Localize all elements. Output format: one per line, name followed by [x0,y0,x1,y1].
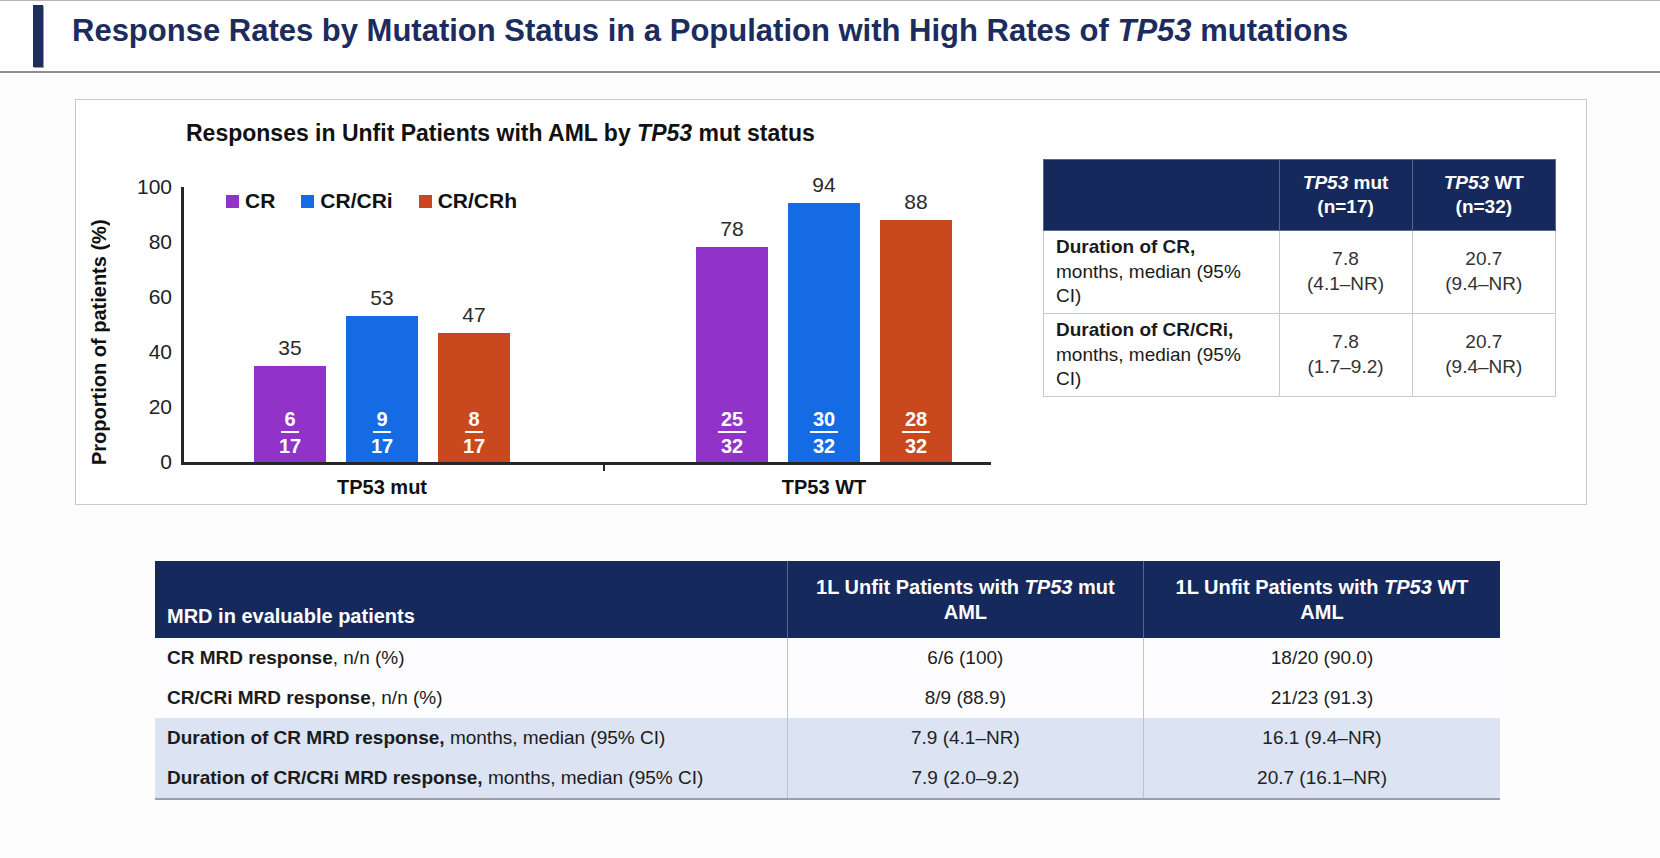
table-row: Duration of CR/CRi MRD response, months,… [155,758,1500,799]
duration-cr-label: Duration of CR,months, median (95% CI) [1044,231,1280,314]
legend-swatch [226,195,239,208]
table-row: Duration of CR/CRi,months, median (95% C… [1044,314,1556,397]
bar-value-label: 35 [254,336,326,360]
bar-value-label: 47 [438,303,510,327]
slide-header: Response Rates by Mutation Status in a P… [0,1,1660,73]
mrd-duration-cr-mut-value: 7.9 (4.1–NR) [787,718,1143,758]
bar-fraction-label: 817 [438,408,510,457]
duration-table-header-row: TP53 mut(n=17) TP53 WT(n=32) [1044,160,1556,231]
legend-label: CR/CRi [320,189,392,213]
duration-table: TP53 mut(n=17) TP53 WT(n=32) Duration of… [1043,159,1556,397]
bar-value-label: 53 [346,286,418,310]
x-category-label: TP53 mut [337,476,427,499]
bar-TP53 mut-CR/CRi: 53917 [346,316,418,462]
legend-swatch [419,195,432,208]
bar-TP53 mut-CR: 35617 [254,366,326,462]
bar-TP53 mut-CR/CRh: 47817 [438,333,510,462]
legend-item-CR/CRh: CR/CRh [419,189,517,213]
bar-chart: CRCR/CRiCR/CRh 020406080100 356177825325… [181,187,991,465]
y-axis-label: Proportion of patients (%) [88,187,111,465]
bar-TP53 WT-CR/CRi: 943032 [788,203,860,462]
y-tick-label: 100 [122,176,172,197]
mrd-header-tp53-mut: 1L Unfit Patients with TP53 mutAML [787,561,1143,638]
mrd-duration-cr-wt-value: 16.1 (9.4–NR) [1144,718,1500,758]
page-title-text: Response Rates by Mutation Status in a P… [72,13,1117,48]
duration-cr-wt-value: 20.7(9.4–NR) [1412,231,1555,314]
chart-title: Responses in Unfit Patients with AML by … [186,120,815,147]
page-title-gene: TP53 [1117,13,1191,48]
legend-swatch [301,195,314,208]
legend-label: CR [245,189,275,213]
bar-value-label: 88 [880,190,952,214]
bar-TP53 WT-CR/CRh: 882832 [880,220,952,462]
mrd-duration-crcri-label: Duration of CR/CRi MRD response, months,… [155,758,787,799]
bar-fraction-label: 2832 [880,408,952,457]
mrd-header-label: MRD in evaluable patients [155,561,787,638]
mrd-header-tp53-wt: 1L Unfit Patients with TP53 WTAML [1144,561,1500,638]
table-row: Duration of CR MRD response, months, med… [155,718,1500,758]
bar-fraction-label: 2532 [696,408,768,457]
duration-crcri-label: Duration of CR/CRi,months, median (95% C… [1044,314,1280,397]
x-axis-tick [603,462,605,471]
bar-fraction-label: 617 [254,408,326,457]
x-category-label: TP53 WT [782,476,866,499]
bar-fraction-label: 3032 [788,408,860,457]
chart-legend: CR CR/CRi CR/CRh [226,189,517,213]
mrd-duration-crcri-wt-value: 20.7 (16.1–NR) [1144,758,1500,799]
legend-item-CR: CR [226,189,275,213]
legend-label: CR/CRh [438,189,517,213]
bar-fraction-label: 917 [346,408,418,457]
mrd-cr-mut-value: 6/6 (100) [787,638,1143,678]
mrd-table: MRD in evaluable patients 1L Unfit Patie… [155,561,1500,800]
page-title: Response Rates by Mutation Status in a P… [72,13,1348,49]
mrd-crcri-label: CR/CRi MRD response, n/n (%) [155,678,787,718]
y-tick-label: 20 [122,396,172,417]
page-title-text-end: mutations [1192,13,1349,48]
duration-header-tp53-mut: TP53 mut(n=17) [1279,160,1412,231]
duration-header-tp53-wt: TP53 WT(n=32) [1412,160,1555,231]
bar-TP53 WT-CR: 782532 [696,247,768,462]
mrd-duration-crcri-mut-value: 7.9 (2.0–9.2) [787,758,1143,799]
duration-crcri-mut-value: 7.8(1.7–9.2) [1279,314,1412,397]
mrd-cr-label: CR MRD response, n/n (%) [155,638,787,678]
y-tick-label: 0 [122,451,172,472]
table-row: Duration of CR,months, median (95% CI) 7… [1044,231,1556,314]
table-row: CR/CRi MRD response, n/n (%) 8/9 (88.9) … [155,678,1500,718]
mrd-crcri-wt-value: 21/23 (91.3) [1144,678,1500,718]
mrd-crcri-mut-value: 8/9 (88.9) [787,678,1143,718]
mrd-table-header-row: MRD in evaluable patients 1L Unfit Patie… [155,561,1500,638]
legend-item-CR/CRi: CR/CRi [301,189,392,213]
chart-panel: Responses in Unfit Patients with AML by … [75,99,1587,505]
mrd-duration-cr-label: Duration of CR MRD response, months, med… [155,718,787,758]
title-accent-bar [33,5,43,67]
duration-header-empty [1044,160,1280,231]
y-tick-label: 40 [122,341,172,362]
duration-crcri-wt-value: 20.7(9.4–NR) [1412,314,1555,397]
bar-value-label: 78 [696,217,768,241]
y-tick-label: 60 [122,286,172,307]
y-tick-label: 80 [122,231,172,252]
mrd-cr-wt-value: 18/20 (90.0) [1144,638,1500,678]
table-row: CR MRD response, n/n (%) 6/6 (100) 18/20… [155,638,1500,678]
bar-value-label: 94 [788,173,860,197]
duration-cr-mut-value: 7.8(4.1–NR) [1279,231,1412,314]
